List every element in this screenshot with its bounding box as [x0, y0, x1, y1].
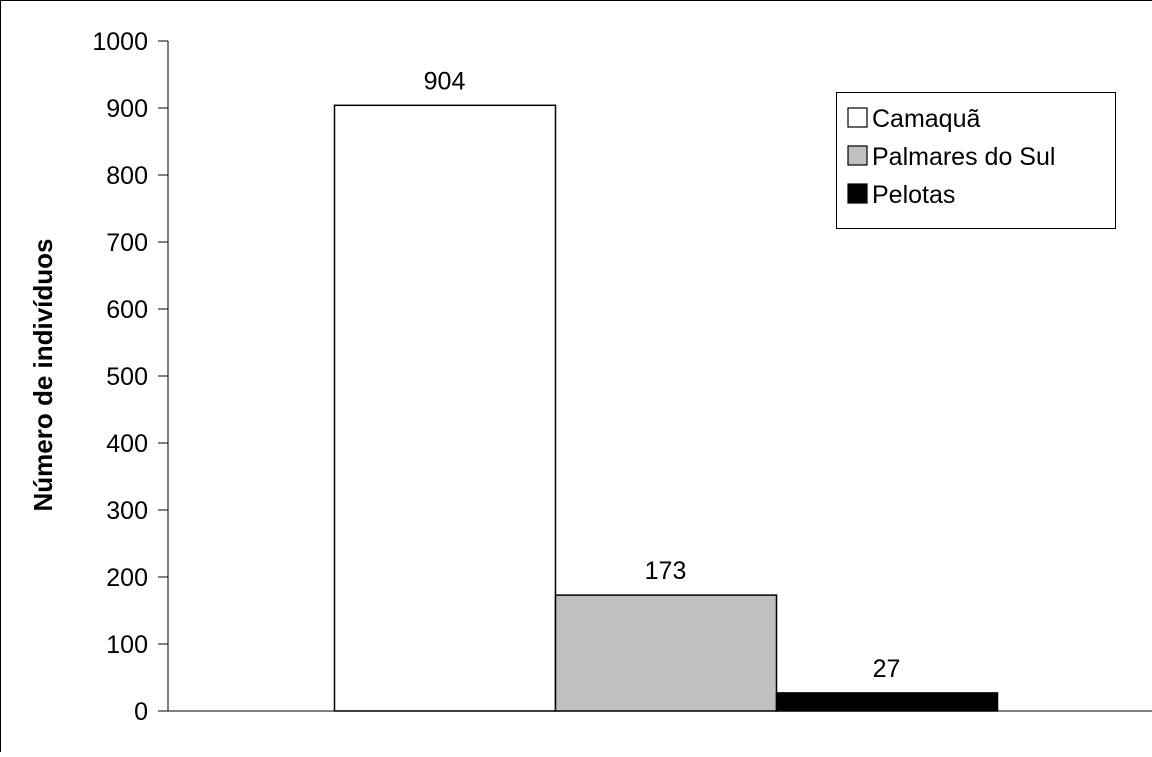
- y-tick-label: 700: [106, 229, 148, 257]
- legend-label: Camaquã: [872, 105, 980, 133]
- y-tick-label: 1000: [92, 28, 148, 56]
- bar-pelotas: [777, 693, 998, 711]
- y-tick-label: 100: [106, 631, 148, 659]
- bar-camaquã: [335, 105, 556, 711]
- y-tick-label: 300: [106, 497, 148, 525]
- y-tick-label: 600: [106, 296, 148, 324]
- y-tick-label: 400: [106, 430, 148, 458]
- y-tick-label: 200: [106, 564, 148, 592]
- legend-label: Palmares do Sul: [872, 143, 1055, 171]
- bar-palmares-do-sul: [556, 595, 777, 711]
- legend-swatch: [848, 146, 867, 165]
- legend-swatch: [848, 108, 867, 127]
- y-tick-label: 900: [106, 95, 148, 123]
- y-tick-label: 500: [106, 363, 148, 391]
- y-axis-title: Número de indivíduos: [28, 238, 58, 511]
- legend-swatch: [848, 184, 867, 203]
- bar-data-label: 904: [424, 67, 466, 95]
- legend-label: Pelotas: [872, 181, 955, 209]
- y-tick-label: 800: [106, 162, 148, 190]
- bar-data-label: 173: [645, 557, 687, 585]
- bar-data-label: 27: [873, 655, 901, 683]
- y-tick-label: 0: [134, 698, 148, 726]
- legend: Camaquã Palmares do Sul Pelotas: [837, 93, 1116, 229]
